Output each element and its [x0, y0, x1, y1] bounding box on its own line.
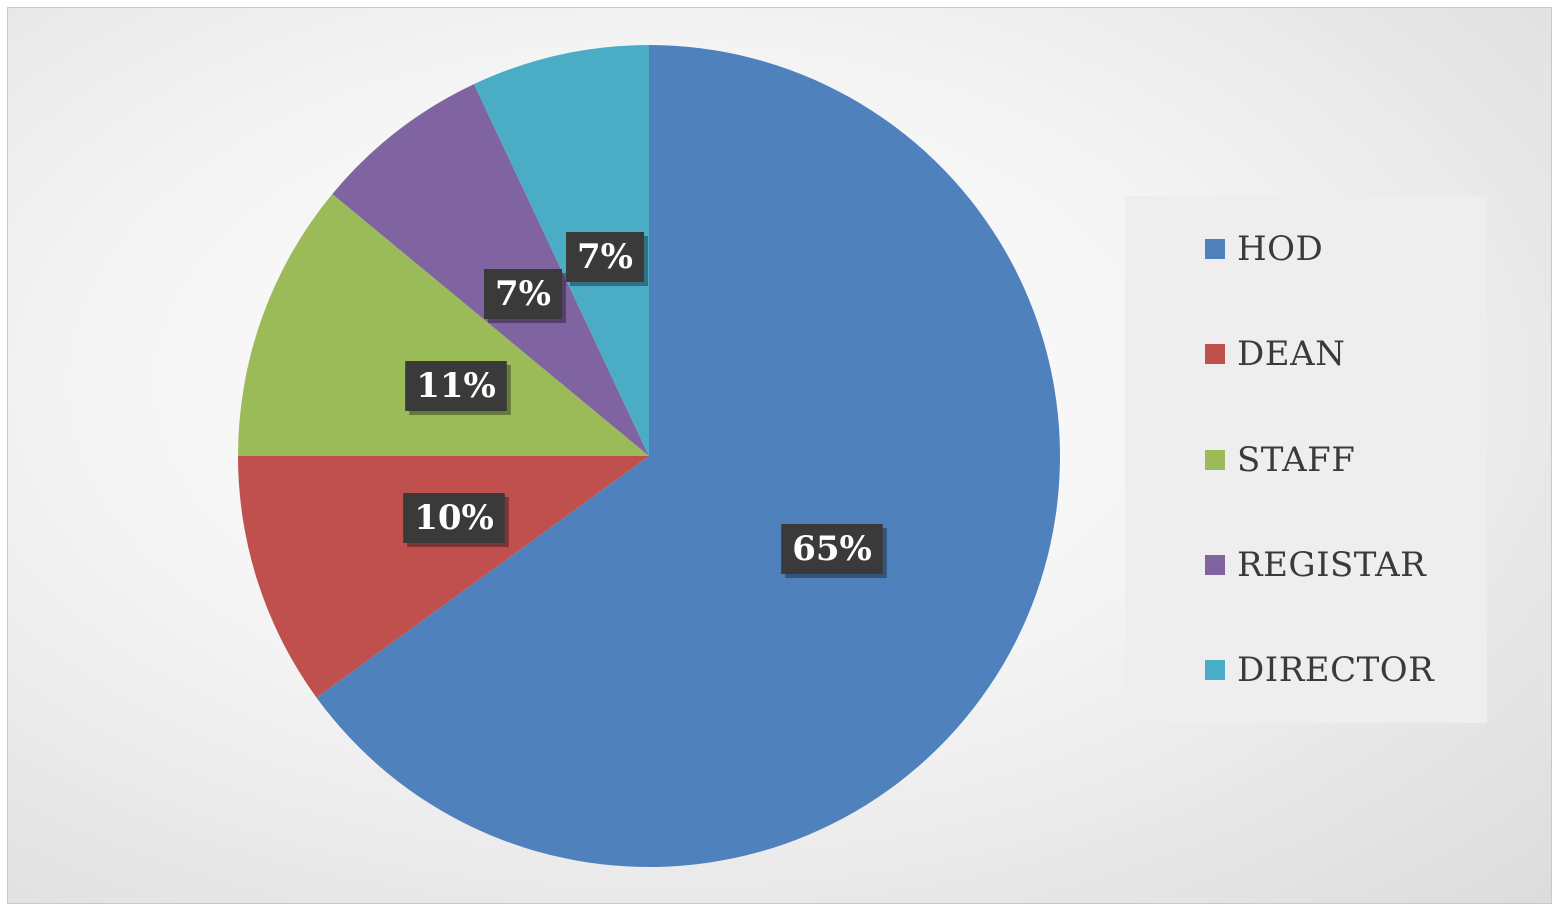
legend-item-registar: REGISTAR: [1205, 545, 1426, 585]
chart-legend: HOD DEAN STAFF REGISTAR DIRECTOR: [1125, 196, 1487, 723]
data-label-hod: 65%: [781, 524, 887, 578]
data-label-box-dean: [403, 493, 505, 543]
data-label-registar: 7%: [484, 269, 566, 323]
data-label-text-registar: 7%: [495, 274, 551, 314]
legend-label-hod: HOD: [1237, 229, 1324, 269]
data-label-text-director: 7%: [577, 237, 633, 277]
data-label-director: 7%: [566, 232, 648, 286]
data-label-dean: 10%: [403, 493, 509, 547]
legend-swatch-director: [1205, 660, 1225, 680]
data-label-text-dean: 10%: [414, 498, 494, 538]
pie-slice-hod: [316, 45, 1061, 868]
pie-slice-staff: [238, 194, 649, 456]
legend-item-dean: DEAN: [1205, 334, 1345, 374]
data-label-box-director: [566, 232, 644, 282]
legend-label-dean: DEAN: [1237, 334, 1346, 374]
pie-slice-director: [474, 45, 649, 456]
data-label-text-staff: 11%: [416, 366, 496, 406]
legend-swatch-staff: [1205, 450, 1225, 470]
legend-label-director: DIRECTOR: [1237, 650, 1435, 690]
data-label-box-hod: [781, 524, 883, 574]
data-label-staff: 11%: [405, 361, 511, 415]
legend-swatch-dean: [1205, 344, 1225, 364]
legend-label-registar: REGISTAR: [1237, 545, 1427, 585]
data-label-text-hod: 65%: [792, 529, 872, 569]
legend-swatch-registar: [1205, 555, 1225, 575]
legend-label-staff: STAFF: [1237, 440, 1356, 480]
legend-item-hod: HOD: [1205, 229, 1323, 269]
pie-slice-dean: [238, 456, 649, 698]
data-label-box-registar: [484, 269, 562, 319]
data-label-box-staff: [405, 361, 507, 411]
legend-item-director: DIRECTOR: [1205, 650, 1434, 690]
legend-item-staff: STAFF: [1205, 440, 1355, 480]
legend-swatch-hod: [1205, 239, 1225, 259]
